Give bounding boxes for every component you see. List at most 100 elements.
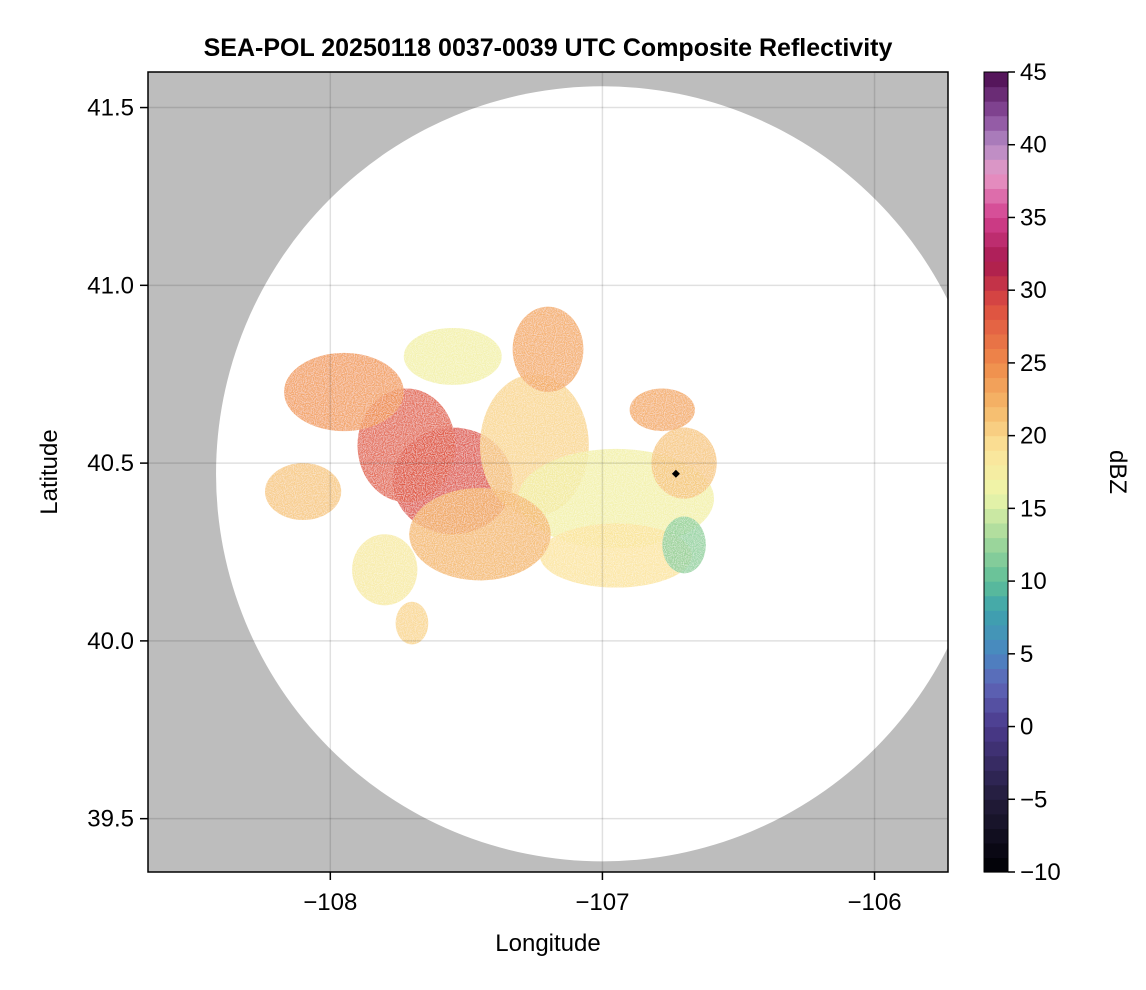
colorbar-band-16 (984, 624, 1008, 640)
colorbar-band-53 (984, 86, 1008, 102)
colorbar-band-13 (984, 668, 1008, 684)
colorbar-band-30 (984, 421, 1008, 437)
colorbar-band-19 (984, 581, 1008, 597)
colorbar-tick-label-3: 30 (1020, 277, 1047, 304)
chart-title: SEA-POL 20250118 0037-0039 UTC Composite… (204, 34, 893, 62)
colorbar-label: dBZ (1104, 450, 1131, 494)
colorbar-band-6 (984, 770, 1008, 786)
colorbar-band-38 (984, 304, 1008, 320)
colorbar-frame (983, 71, 1009, 873)
colorbar-band-23 (984, 522, 1008, 539)
x-tick-label-1: −107 (575, 889, 629, 916)
colorbar-band-25 (984, 493, 1008, 509)
colorbar (983, 71, 1009, 873)
echo-region-14 (395, 601, 429, 645)
y-axis-label: Latitude (36, 429, 63, 514)
colorbar-ticks: 45 40 35 30 25 20 15 10 5 0 −5 −10 (1008, 59, 1061, 886)
echo-region-4 (512, 306, 584, 393)
colorbar-band-12 (984, 682, 1008, 699)
echo-region-13 (662, 516, 706, 574)
colorbar-tick-label-4: 25 (1020, 350, 1047, 377)
colorbar-band-17 (984, 610, 1008, 626)
colorbar-band-40 (984, 275, 1008, 291)
colorbar-band-46 (984, 188, 1008, 204)
colorbar-band-10 (984, 712, 1008, 728)
colorbar-band-22 (984, 537, 1008, 553)
colorbar-band-45 (984, 202, 1008, 219)
colorbar-band-0 (984, 857, 1008, 873)
colorbar-band-27 (984, 464, 1008, 480)
plot-area (147, 71, 989, 873)
colorbar-band-14 (984, 653, 1008, 669)
colorbar-band-39 (984, 290, 1008, 306)
colorbar-band-35 (984, 348, 1008, 364)
colorbar-band-33 (984, 377, 1008, 393)
colorbar-band-50 (984, 130, 1008, 146)
colorbar-band-9 (984, 726, 1008, 742)
plot-frame (147, 71, 949, 873)
colorbar-band-52 (984, 101, 1008, 117)
colorbar-band-15 (984, 639, 1008, 655)
y-tick-label-1: 41.0 (87, 272, 134, 299)
colorbar-tick-label-8: 5 (1020, 641, 1033, 668)
colorbar-band-41 (984, 261, 1008, 277)
radar-site-marker (671, 469, 680, 478)
colorbar-tick-label-9: 0 (1020, 714, 1033, 741)
echo-region-2 (284, 352, 404, 432)
colorbar-tick-label-0: 45 (1020, 59, 1047, 86)
colorbar-tick-label-2: 35 (1020, 204, 1047, 231)
echo-region-10 (352, 534, 418, 606)
colorbar-band-34 (984, 362, 1008, 379)
y-axis-ticks: 41.5 41.0 40.5 40.0 39.5 (87, 95, 148, 833)
colorbar-band-5 (984, 784, 1008, 800)
x-axis-label: Longitude (495, 930, 600, 957)
y-tick-label-0: 41.5 (87, 95, 134, 122)
colorbar-band-4 (984, 799, 1008, 815)
colorbar-band-43 (984, 232, 1008, 248)
colorbar-band-54 (984, 72, 1008, 88)
colorbar-band-37 (984, 319, 1008, 335)
colorbar-tick-label-11: −10 (1020, 859, 1061, 886)
colorbar-band-42 (984, 246, 1008, 262)
echo-region-12 (403, 328, 502, 385)
echo-region-11 (629, 388, 695, 432)
echo-blobs (265, 306, 717, 645)
colorbar-tick-label-6: 15 (1020, 495, 1047, 522)
colorbar-band-49 (984, 144, 1008, 160)
colorbar-band-44 (984, 217, 1008, 233)
y-tick-label-2: 40.5 (87, 450, 134, 477)
colorbar-band-29 (984, 435, 1008, 451)
colorbar-tick-label-7: 10 (1020, 568, 1047, 595)
reflectivity-echoes (265, 306, 717, 645)
colorbar-band-26 (984, 479, 1008, 495)
x-axis-ticks: −108 −107 −106 (303, 872, 902, 916)
x-tick-label-2: −106 (847, 889, 901, 916)
y-tick-label-3: 40.0 (87, 628, 134, 655)
colorbar-band-51 (984, 115, 1008, 131)
colorbar-band-21 (984, 552, 1008, 568)
colorbar-band-47 (984, 173, 1008, 189)
colorbar-band-7 (984, 755, 1008, 771)
colorbar-tick-label-1: 40 (1020, 132, 1047, 159)
echo-region-6 (651, 427, 717, 499)
colorbar-band-31 (984, 406, 1008, 422)
echo-region-8 (409, 488, 551, 581)
colorbar-band-1 (984, 842, 1008, 859)
colorbar-band-2 (984, 828, 1008, 844)
colorbar-band-18 (984, 595, 1008, 611)
echo-region-9 (265, 463, 342, 520)
colorbar-band-36 (984, 333, 1008, 349)
colorbar-band-11 (984, 697, 1008, 713)
colorbar-band-3 (984, 813, 1008, 829)
colorbar-tick-label-5: 20 (1020, 423, 1047, 450)
echo-region-7 (539, 523, 693, 588)
colorbar-band-24 (984, 508, 1008, 524)
colorbar-band-28 (984, 450, 1008, 466)
colorbar-band-48 (984, 159, 1008, 175)
colorbar-tick-label-10: −5 (1020, 786, 1047, 813)
colorbar-band-20 (984, 566, 1008, 582)
y-tick-label-4: 39.5 (87, 806, 134, 833)
colorbar-band-32 (984, 392, 1008, 408)
grid-lines (148, 72, 948, 872)
